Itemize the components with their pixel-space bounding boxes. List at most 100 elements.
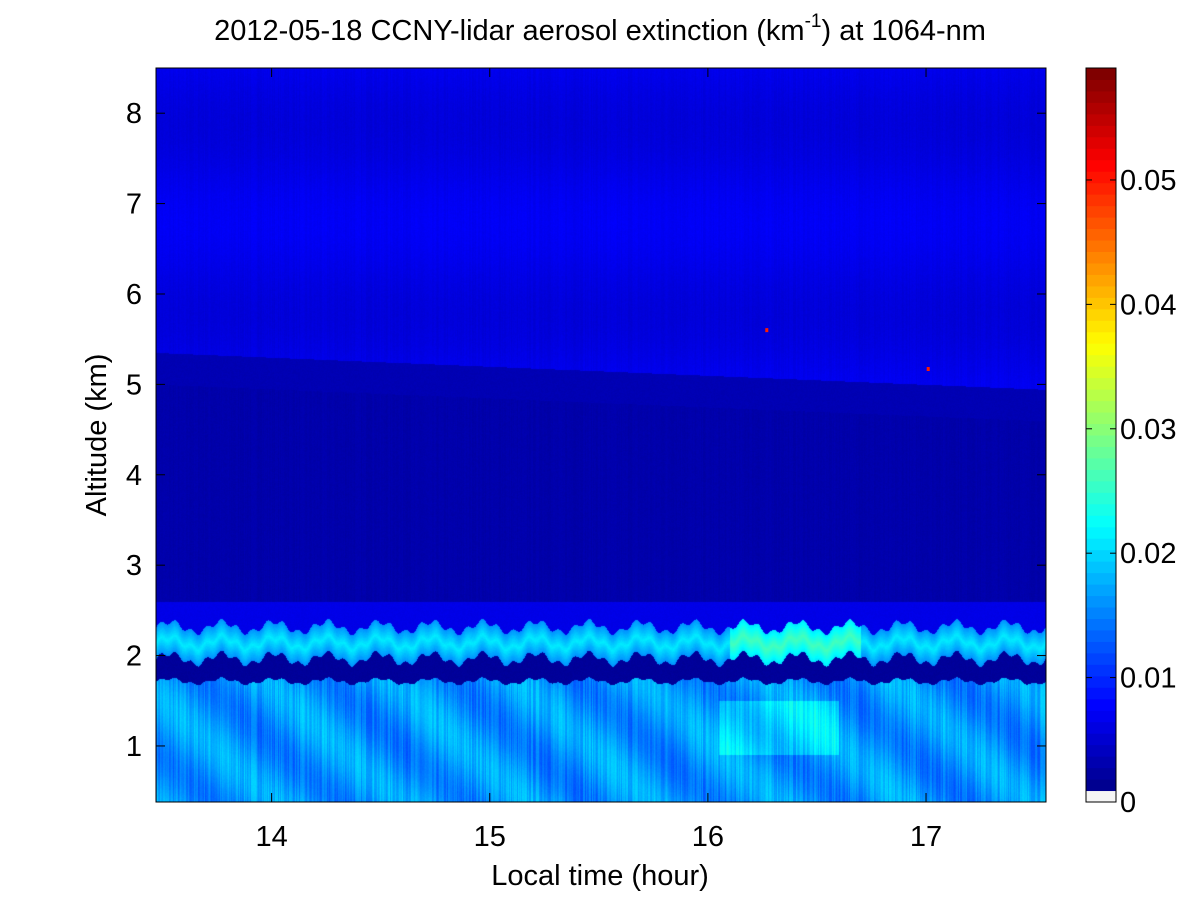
colorbar-step (1086, 675, 1116, 688)
colorbar-step (1086, 274, 1116, 287)
colorbar-step (1086, 721, 1116, 734)
colorbar-step (1086, 549, 1116, 562)
y-tick-label: 7 (126, 189, 142, 221)
colorbar-step (1086, 125, 1116, 138)
colorbar-step (1086, 102, 1116, 115)
y-axis-label: Altitude (km) (81, 354, 113, 517)
x-tick-label: 14 (255, 821, 287, 853)
colorbar-step (1086, 457, 1116, 470)
colorbar-step (1086, 526, 1116, 539)
plot-area: 14 15 16 17 1 2 3 4 5 6 7 8 (126, 67, 1047, 853)
x-axis-ticks: 14 15 16 17 (255, 68, 942, 853)
colorbar-step (1086, 779, 1116, 792)
colorbar-step (1086, 251, 1116, 264)
colorbar-step (1086, 377, 1116, 390)
colorbar-step (1086, 194, 1116, 207)
colorbar-step (1086, 698, 1116, 711)
y-axis-ticks: 1 2 3 4 5 6 7 8 (126, 98, 1046, 763)
colorbar-tick-label: 0.01 (1120, 663, 1176, 695)
colorbar-step (1086, 618, 1116, 631)
colorbar-step (1086, 629, 1116, 642)
colorbar-step (1086, 503, 1116, 516)
colorbar-step (1086, 90, 1116, 103)
colorbar-step (1086, 641, 1116, 654)
colorbar-step (1086, 446, 1116, 459)
colorbar-step (1086, 412, 1116, 425)
colorbar-step (1086, 710, 1116, 723)
colorbar-step (1086, 354, 1116, 367)
colorbar-step (1086, 595, 1116, 608)
colorbar-ticks: 0 0.01 0.02 0.03 0.04 0.05 (1086, 165, 1176, 819)
colorbar-step (1086, 652, 1116, 665)
colorbar-tick-label: 0.02 (1120, 538, 1176, 570)
colorbar-step (1086, 492, 1116, 505)
outlier-points (765, 328, 930, 372)
colorbar-step (1086, 79, 1116, 92)
outlier-point-2 (926, 367, 930, 372)
colorbar-step (1086, 561, 1116, 574)
colorbar-step (1086, 285, 1116, 298)
colorbar-step (1086, 687, 1116, 700)
colorbar-step (1086, 389, 1116, 402)
colorbar-tick-label: 0.03 (1120, 414, 1176, 446)
colorbar-step (1086, 136, 1116, 149)
colorbar-step (1086, 159, 1116, 172)
colorbar-step (1086, 435, 1116, 447)
x-axis-label: Local time (hour) (491, 860, 709, 892)
y-tick-label: 1 (126, 731, 142, 763)
y-tick-label: 8 (126, 98, 142, 130)
colorbar-step (1086, 148, 1116, 161)
colorbar-gradient (1086, 68, 1116, 803)
y-tick-label: 6 (126, 279, 142, 311)
colorbar-frame (1085, 67, 1117, 803)
colorbar-step (1086, 790, 1116, 803)
colorbar-step (1086, 331, 1116, 344)
colorbar-step (1086, 400, 1116, 413)
chart-title-prefix: 2012-05-18 CCNY-lidar aerosol extinction… (214, 15, 804, 47)
colorbar-tick-label: 0.04 (1120, 289, 1176, 321)
colorbar-tick-label: 0.05 (1120, 165, 1176, 197)
plot-frame (155, 67, 1047, 803)
y-tick-label: 3 (126, 550, 142, 582)
colorbar-step (1086, 423, 1116, 436)
colorbar-step (1086, 262, 1116, 275)
y-tick-label: 5 (126, 369, 142, 401)
colorbar-step (1086, 113, 1116, 126)
chart-title: 2012-05-18 CCNY-lidar aerosol extinction… (214, 11, 986, 47)
colorbar: 0 0.01 0.02 0.03 0.04 0.05 (1085, 67, 1176, 819)
colorbar-step (1086, 480, 1116, 493)
colorbar-step (1086, 756, 1116, 769)
colorbar-step (1086, 182, 1116, 195)
colorbar-step (1086, 733, 1116, 746)
colorbar-step (1086, 228, 1116, 241)
colorbar-step (1086, 744, 1116, 757)
colorbar-step (1086, 171, 1116, 184)
y-tick-label: 4 (126, 460, 142, 492)
colorbar-step (1086, 538, 1116, 551)
colorbar-step (1086, 607, 1116, 619)
colorbar-step (1086, 68, 1116, 80)
extinction-heatmap (156, 68, 1046, 802)
heatmap-image-holder (156, 68, 1046, 802)
chart-title-superscript: -1 (805, 11, 822, 32)
colorbar-step (1086, 320, 1116, 333)
colorbar-step (1086, 515, 1116, 528)
x-tick-label: 17 (910, 821, 942, 853)
outlier-point-1 (765, 328, 769, 333)
x-tick-label: 15 (474, 821, 506, 853)
colorbar-step (1086, 366, 1116, 379)
chart-title-suffix: ) at 1064-nm (821, 15, 985, 47)
y-tick-label: 2 (126, 641, 142, 673)
colorbar-step (1086, 205, 1116, 218)
colorbar-step (1086, 343, 1116, 356)
colorbar-step (1086, 308, 1116, 321)
colorbar-step (1086, 572, 1116, 585)
colorbar-step (1086, 217, 1116, 230)
colorbar-step (1086, 767, 1116, 780)
colorbar-step (1086, 664, 1116, 677)
colorbar-step (1086, 240, 1116, 252)
colorbar-step (1086, 469, 1116, 482)
colorbar-step (1086, 584, 1116, 597)
x-tick-label: 16 (692, 821, 724, 853)
